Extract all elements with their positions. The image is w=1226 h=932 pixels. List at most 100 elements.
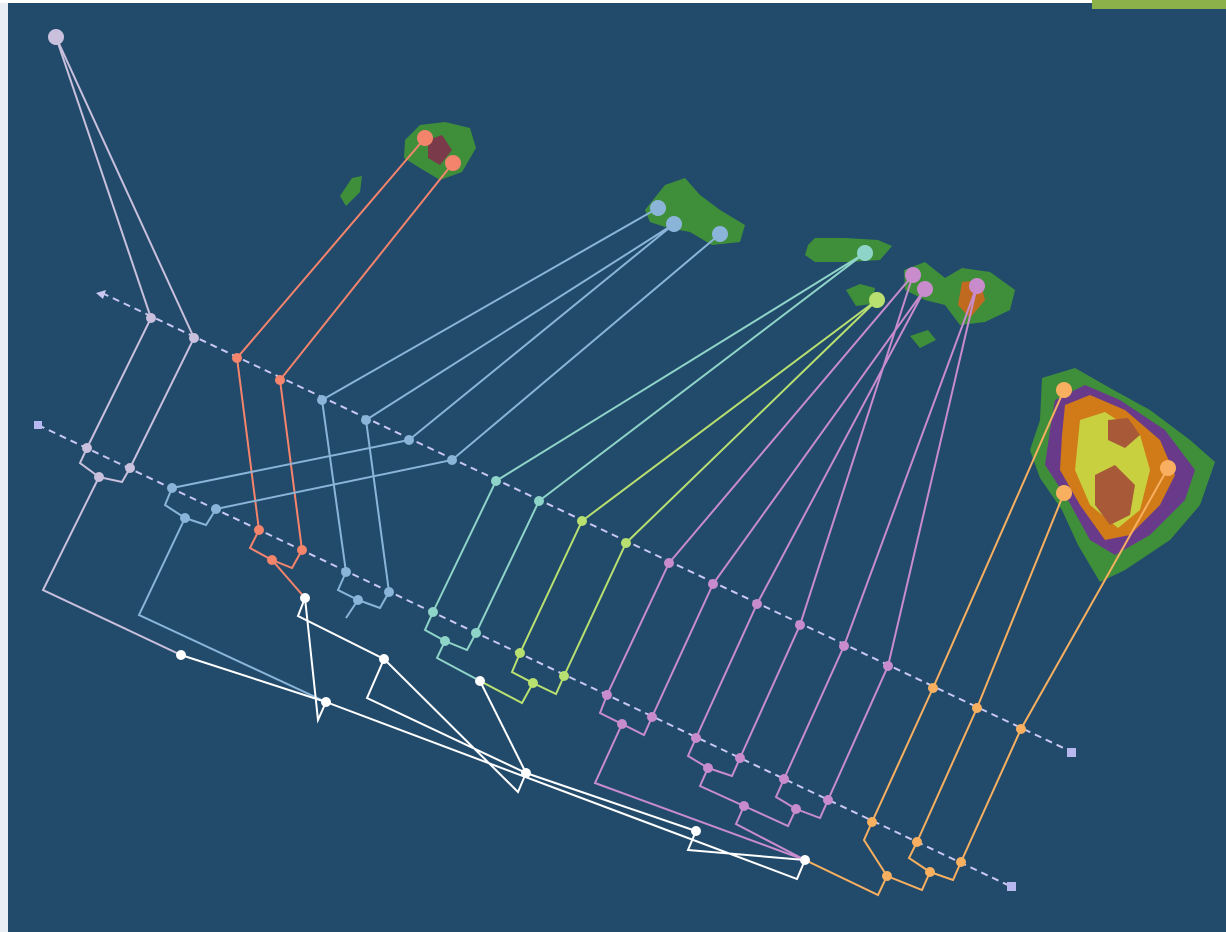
tip — [445, 155, 461, 171]
node — [956, 857, 966, 867]
axis-end — [1007, 882, 1016, 891]
axis-end — [1067, 748, 1076, 757]
branch — [743, 805, 797, 828]
node — [602, 690, 612, 700]
node — [211, 504, 221, 514]
tip — [666, 216, 682, 232]
node — [823, 795, 833, 805]
axis-arrow — [96, 290, 106, 299]
tip — [417, 130, 433, 146]
node — [882, 871, 892, 881]
node — [779, 774, 789, 784]
branch — [180, 597, 528, 794]
ocean — [8, 3, 1226, 932]
tip — [969, 278, 985, 294]
node — [795, 620, 805, 630]
node — [267, 555, 277, 565]
tree — [41, 29, 1176, 897]
node — [883, 661, 893, 671]
branch — [593, 723, 806, 861]
top-tab — [1092, 0, 1226, 9]
node — [515, 648, 525, 658]
node — [82, 443, 92, 453]
branch — [271, 559, 306, 599]
node — [471, 628, 481, 638]
node — [232, 353, 242, 363]
node — [428, 607, 438, 617]
island-maui — [904, 262, 1015, 325]
node — [189, 333, 199, 343]
branch — [886, 871, 931, 892]
node — [800, 855, 810, 865]
node — [317, 395, 327, 405]
branch — [137, 517, 327, 703]
island-molokai — [805, 238, 892, 262]
node — [912, 837, 922, 847]
node — [739, 801, 749, 811]
node — [146, 313, 156, 323]
upper-axis — [101, 292, 1073, 753]
node — [703, 763, 713, 773]
node — [254, 525, 264, 535]
node — [559, 671, 569, 681]
island-relief — [428, 135, 452, 165]
island-lanai — [846, 284, 875, 306]
node — [867, 817, 877, 827]
top-border — [0, 0, 1092, 3]
node — [752, 599, 762, 609]
tip — [917, 281, 933, 297]
axis-end — [34, 421, 42, 429]
node — [379, 654, 389, 664]
branch — [479, 680, 534, 705]
node — [617, 719, 627, 729]
node — [735, 753, 745, 763]
node — [94, 472, 104, 482]
node — [664, 558, 674, 568]
tip — [1056, 382, 1072, 398]
branch — [734, 805, 806, 861]
branch — [325, 701, 807, 881]
node — [691, 826, 701, 836]
island-kahoolawe — [910, 330, 936, 348]
node — [491, 476, 501, 486]
node — [521, 768, 531, 778]
elevation-peak — [1095, 465, 1135, 525]
tip — [712, 226, 728, 242]
tip — [1056, 485, 1072, 501]
node — [440, 636, 450, 646]
node — [528, 678, 538, 688]
node — [647, 712, 657, 722]
tip — [48, 29, 64, 45]
branch — [804, 859, 888, 897]
node — [691, 733, 701, 743]
node — [925, 867, 935, 877]
node — [353, 595, 363, 605]
node — [125, 463, 135, 473]
elevation-peak — [1108, 418, 1140, 448]
node — [839, 641, 849, 651]
node — [167, 483, 177, 493]
node — [1016, 724, 1026, 734]
tip — [857, 245, 873, 261]
node — [361, 415, 371, 425]
node — [384, 587, 394, 597]
tip — [905, 267, 921, 283]
node — [577, 516, 587, 526]
node — [621, 538, 631, 548]
node — [708, 579, 718, 589]
node — [475, 676, 485, 686]
branch — [435, 640, 481, 682]
node — [275, 375, 285, 385]
node — [928, 683, 938, 693]
node — [447, 455, 457, 465]
island-niihau — [340, 176, 362, 206]
node — [321, 697, 331, 707]
node — [341, 567, 351, 577]
tip — [650, 200, 666, 216]
node — [300, 593, 310, 603]
node — [972, 703, 982, 713]
node — [180, 513, 190, 523]
tip — [869, 292, 885, 308]
branch — [479, 680, 527, 774]
